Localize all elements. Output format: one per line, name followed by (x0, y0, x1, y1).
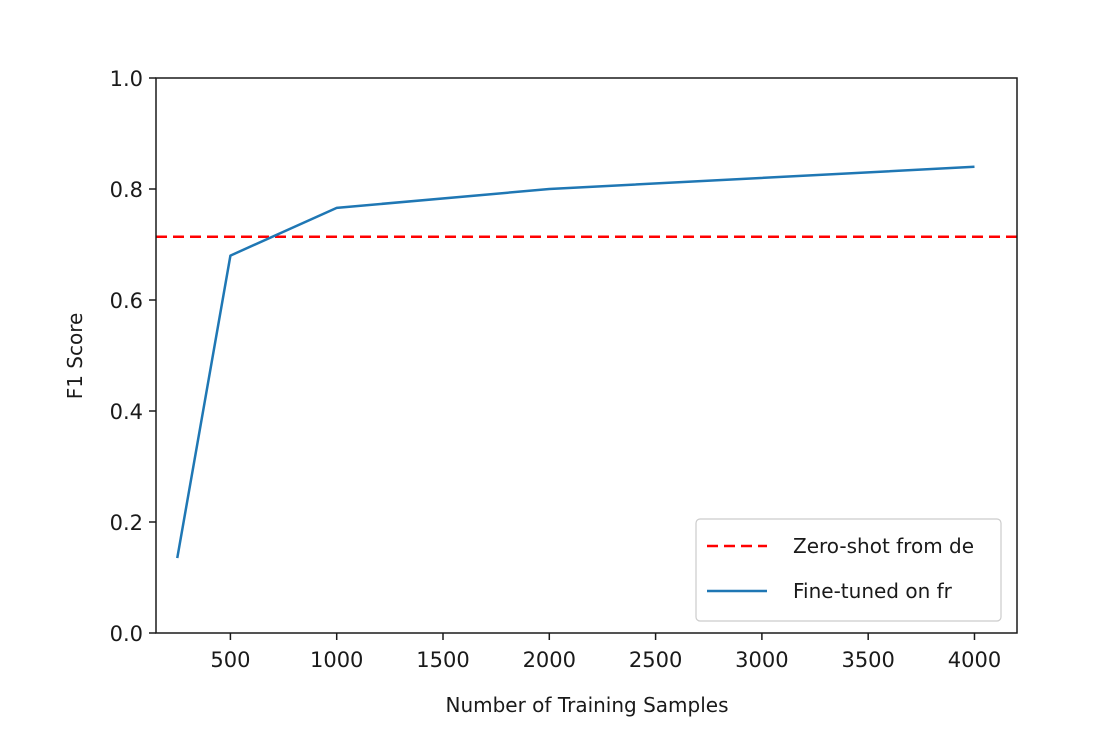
legend-label-zero-shot: Zero-shot from de (793, 534, 974, 558)
y-tick-label: 1.0 (110, 67, 143, 91)
series-lines (176, 165, 975, 559)
y-tick-label: 0.6 (110, 289, 143, 313)
x-tick-label: 3500 (841, 648, 894, 672)
legend: Zero-shot from de Fine-tuned on fr (695, 518, 1002, 622)
x-tick-label: 1500 (416, 648, 469, 672)
y-tick-label: 0.0 (110, 622, 143, 646)
x-tick-label: 2000 (523, 648, 576, 672)
axes-frame (155, 77, 1018, 634)
x-tick-label: 1000 (310, 648, 363, 672)
x-tick-label: 500 (210, 648, 250, 672)
legend-label-fine-tuned: Fine-tuned on fr (793, 579, 953, 603)
x-tick-label: 4000 (948, 648, 1001, 672)
y-axis-ticks: 0.0 0.2 0.4 0.6 0.8 1.0 (110, 67, 156, 646)
x-tick-label: 3000 (735, 648, 788, 672)
legend-box (695, 518, 1002, 622)
y-tick-label: 0.8 (110, 178, 143, 202)
x-axis-ticks: 500 1000 1500 2000 2500 3000 3500 4000 (210, 633, 1001, 672)
y-axis-label: F1 Score (63, 313, 87, 400)
x-axis-label: Number of Training Samples (445, 693, 728, 717)
plot-area (156, 165, 1017, 559)
x-tick-label: 2500 (629, 648, 682, 672)
y-tick-label: 0.4 (110, 400, 143, 424)
y-tick-label: 0.2 (110, 511, 143, 535)
